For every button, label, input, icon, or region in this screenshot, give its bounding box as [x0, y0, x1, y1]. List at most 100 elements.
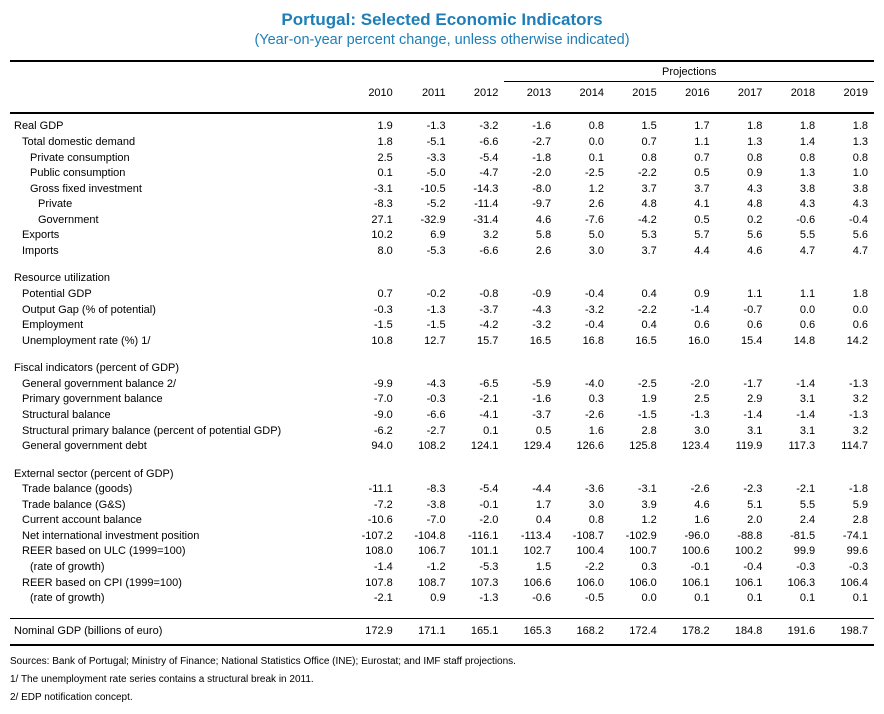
table-row: Imports 8.0 -5.3 -6.6 2.6 3.0 3.7 4.4 4.6 4.7 4.7: [10, 244, 874, 260]
value-cell: 0.4: [535, 514, 552, 527]
value-cell: -10.5: [420, 182, 446, 195]
value-cell: 0.0: [588, 135, 604, 148]
value-cell: 5.6: [852, 229, 868, 242]
value-cell: -81.5: [790, 529, 816, 542]
value-cell: 5.9: [852, 498, 868, 511]
row-label: Total domestic demand: [22, 135, 136, 148]
value-cell: -3.6: [585, 483, 604, 496]
value-cell: 3.1: [747, 424, 763, 437]
value-cell: [768, 466, 821, 482]
value-cell: [399, 361, 452, 377]
value-cell: 3.7: [694, 182, 710, 195]
value-cell: -1.4: [373, 561, 393, 573]
table-row: Output Gap (% of potential) -0.3 -1.3 -3.7 -…: [10, 302, 874, 318]
value-cell: -3.7: [532, 408, 552, 421]
table-row: Nominal GDP (billions of euro) 172.9 171.1…: [10, 618, 874, 647]
table-row: Private consumption 2.5 -3.3 -5.4 -1.8 0.1 0.8…: [10, 150, 874, 166]
table-row: REER based on ULC (1999=100) 108.0 106.7 10…: [10, 544, 874, 560]
value-cell: 1.7: [535, 498, 552, 511]
years-row: 2010 2011 2012 2013 2014 2015 2016 2017 2018 2019: [10, 81, 874, 115]
value-cell: 0.6: [694, 319, 710, 332]
value-cell: -4.1: [479, 408, 499, 421]
value-cell: -0.3: [849, 561, 868, 573]
value-cell: -5.4: [479, 483, 499, 496]
value-cell: 171.1: [398, 618, 452, 647]
value-cell: 14.2: [846, 334, 868, 347]
value-cell: 101.1: [470, 545, 499, 558]
value-cell: 1.8: [852, 288, 868, 300]
value-cell: 5.5: [799, 498, 816, 511]
value-cell: 178.2: [662, 618, 716, 647]
value-cell: 1.8: [377, 135, 393, 148]
value-cell: 1.3: [799, 167, 816, 180]
value-cell: -7.0: [373, 393, 393, 406]
value-cell: [346, 361, 399, 377]
value-cell: -4.3: [532, 303, 552, 316]
value-cell: -7.2: [373, 498, 393, 511]
value-cell: 108.0: [365, 545, 393, 558]
value-cell: 3.2: [483, 229, 499, 242]
value-cell: -74.1: [842, 529, 868, 542]
value-cell: 3.0: [588, 244, 604, 257]
value-cell: [821, 466, 874, 482]
value-cell: -4.7: [479, 167, 499, 180]
table-row: Primary government balance -7.0 -0.3 -2.1 -1…: [10, 392, 874, 408]
value-cell: 172.4: [609, 618, 663, 647]
value-cell: [716, 466, 769, 482]
projections-row: Projections: [10, 60, 874, 83]
value-cell: 14.8: [793, 334, 816, 347]
value-cell: [610, 466, 663, 482]
table-row: Exports 10.2 6.9 3.2 5.8 5.0 5.3 5.7 5.6 5.5 5.6: [10, 228, 874, 244]
value-cell: -11.4: [474, 198, 499, 211]
value-cell: 2.0: [747, 514, 763, 527]
value-cell: 1.4: [799, 135, 816, 148]
value-cell: 0.8: [588, 514, 604, 527]
value-cell: 0.3: [641, 561, 657, 573]
value-cell: -3.3: [426, 151, 446, 164]
value-cell: 114.7: [841, 440, 868, 453]
value-cell: -2.2: [637, 167, 657, 180]
table-row: Real GDP 1.9 -1.3 -3.2 -1.6 0.8 1.5 1.7 1.8 1.8 1.…: [10, 113, 874, 134]
value-cell: -3.2: [532, 319, 552, 332]
value-cell: [452, 466, 505, 482]
value-cell: [452, 271, 505, 287]
value-cell: 191.6: [768, 618, 822, 647]
value-cell: -1.5: [637, 408, 657, 421]
value-cell: -116.1: [468, 529, 499, 542]
value-cell: 0.4: [641, 288, 657, 300]
value-cell: 0.9: [430, 592, 446, 605]
table-row: Trade balance (G&S) -7.2 -3.8 -0.1 1.7 3.0 3.9…: [10, 498, 874, 514]
value-cell: 0.6: [747, 319, 763, 332]
year-header: 2018: [768, 81, 822, 115]
year-header: 2011: [398, 81, 452, 115]
value-cell: -0.6: [532, 592, 552, 605]
projections-spacer: [10, 60, 505, 82]
value-cell: 1.3: [747, 135, 763, 148]
value-cell: -5.3: [426, 244, 446, 257]
table-row: General government balance 2/ -9.9 -4.3 -6.…: [10, 377, 874, 393]
value-cell: -8.3: [426, 483, 446, 496]
value-cell: 12.7: [424, 334, 446, 347]
row-label: Trade balance (goods): [22, 483, 133, 496]
value-cell: 0.6: [852, 319, 868, 332]
value-cell: -4.4: [532, 483, 552, 496]
value-cell: 2.6: [588, 198, 604, 211]
value-cell: 106.7: [418, 545, 446, 558]
value-cell: 5.3: [641, 229, 657, 242]
value-cell: 4.6: [694, 498, 710, 511]
value-cell: 0.1: [799, 592, 816, 605]
footnote-2: 2/ EDP notification concept.: [10, 692, 133, 704]
value-cell: 106.1: [682, 576, 710, 589]
table-row: REER based on CPI (1999=100) 107.8 108.7 10…: [10, 575, 874, 591]
value-cell: -2.2: [637, 303, 657, 316]
value-cell: 1.8: [799, 120, 816, 133]
value-cell: 4.6: [535, 213, 552, 226]
value-cell: 0.1: [747, 592, 763, 605]
value-cell: 124.1: [470, 440, 499, 453]
value-cell: -0.3: [426, 393, 446, 406]
value-cell: 0.5: [535, 424, 552, 437]
value-cell: 165.3: [504, 618, 558, 647]
value-cell: 0.3: [588, 393, 604, 406]
table-row: Current account balance -10.6 -7.0 -2.0 0.4 0…: [10, 513, 874, 529]
value-cell: 0.6: [799, 319, 816, 332]
